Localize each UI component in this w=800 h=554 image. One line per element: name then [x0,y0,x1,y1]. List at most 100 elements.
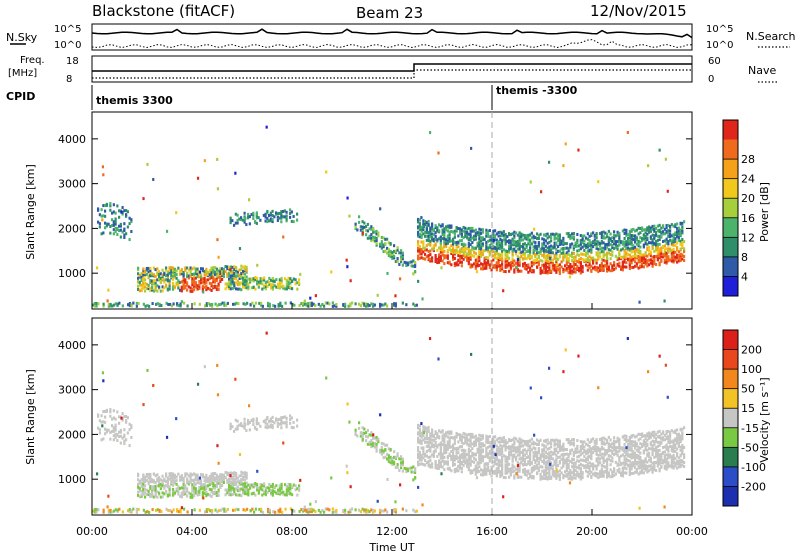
velocity-cell [588,450,591,454]
power-cell [529,247,532,251]
velocity-cell [123,439,126,443]
power-cell [432,244,435,248]
power-cell [268,280,271,284]
velocity-cell [487,440,490,444]
power-cell [205,288,208,292]
power-cell [623,255,626,259]
power-cell [154,268,157,272]
power-cell [532,269,535,273]
power-cell [443,241,446,245]
power-cell [485,261,488,265]
power-cell [648,245,651,249]
velocity-cell [215,480,218,484]
power-cell [194,276,197,280]
velocity-cell [142,473,145,477]
power-cell [119,235,122,239]
velocity-cell [261,510,264,514]
power-cell [492,264,495,268]
power-cell [221,277,224,281]
velocity-cell [462,442,465,446]
velocity-cell [414,468,417,472]
velocity-cell [527,461,530,465]
velocity-cell [247,493,250,497]
velocity-cell [93,510,96,514]
power-cell [368,227,371,231]
power-cell [485,264,488,268]
velocity-cell [427,460,430,464]
power-cell [186,281,189,285]
velocity-cell [481,444,484,448]
power-cell [254,278,257,282]
power-cell [436,226,439,230]
velocity-cell [173,473,176,477]
velocity-cell [370,442,373,446]
power-cell [418,256,421,260]
velocity-cell [455,469,458,473]
velocity-cell [572,438,575,442]
velocity-cell [485,472,488,476]
velocity-cell [175,475,178,479]
power-cell [660,230,663,234]
velocity-cell [574,447,577,451]
velocity-cell [147,476,150,480]
power-cell [396,259,399,263]
power-cell [516,260,519,264]
power-cell [646,246,649,250]
power-cell [634,234,637,238]
power-cell [613,267,616,271]
power-cell [275,211,278,215]
velocity-cell [527,476,530,480]
velocity-cell [555,464,558,468]
velocity-cell [565,472,568,476]
power-cell [525,236,528,240]
velocity-cell [278,486,281,490]
power-cell [537,237,540,241]
power-cell [634,252,637,256]
velocity-cell [255,427,258,431]
power-cell [154,278,157,282]
power-cell [569,243,572,247]
velocity-cell [494,442,497,446]
velocity-cell [422,456,425,460]
power-cell [558,249,561,253]
velocity-cell [201,473,204,477]
power-cell [410,264,413,268]
power-cell [467,260,470,264]
velocity-cell [495,452,498,456]
power-cell [649,258,652,262]
velocity-cell [119,441,122,445]
power-cell [487,256,490,260]
power-cell [453,229,456,233]
velocity-cell [138,481,141,485]
power-cell [149,274,152,278]
velocity-cell [167,508,170,512]
velocity-cell [292,426,295,430]
power-cell [284,287,287,291]
power-cell [424,246,427,250]
power-cell [683,240,686,244]
velocity-cell [534,459,537,463]
velocity-cell [285,488,288,492]
power-cell [662,255,665,259]
power-cell [137,272,140,276]
power-cell [365,302,368,306]
power-cell [565,266,568,270]
velocity-cell [232,508,235,512]
power-cell [611,264,614,268]
power-cell [581,266,584,270]
power-cell [202,290,205,294]
velocity-cell [109,408,112,412]
power-cell [375,232,378,236]
velocity-cell [572,464,575,468]
velocity-cell [273,421,276,425]
velocity-cell [228,477,231,481]
power-cell [182,276,185,280]
velocity-cell [111,417,114,421]
power-cell [606,232,609,236]
velocity-cell [219,485,222,489]
velocity-cell [457,446,460,450]
power-cell [305,304,308,308]
power-cell [515,240,518,244]
power-cell [560,247,563,251]
power-cell [593,243,596,247]
